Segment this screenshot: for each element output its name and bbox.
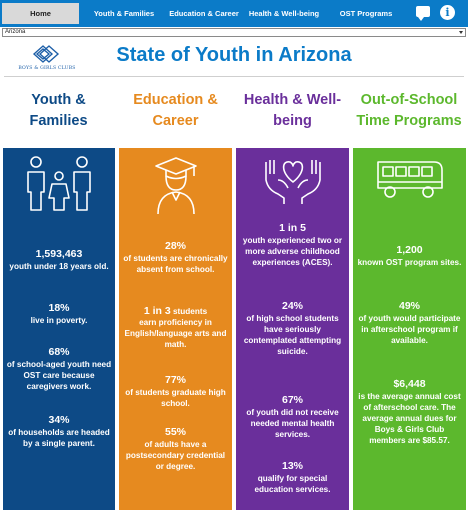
- heading-line: Time Programs: [356, 113, 462, 129]
- stat-value: 34%: [48, 414, 70, 426]
- family-icon: [27, 156, 91, 211]
- education-career-panel: 28% of students are chronically absent f…: [119, 148, 232, 510]
- stat-text: is the average annual cost of afterschoo…: [358, 392, 461, 445]
- stat-text: of high school students have seriously c…: [243, 314, 342, 356]
- nav-health-wellbeing-tab[interactable]: Health & Well-being: [248, 9, 320, 18]
- youth-families-heading: Youth & Families: [2, 90, 115, 132]
- stat-value: 1 in 3: [143, 305, 171, 317]
- stat-block: 34% of households are headed by a single…: [6, 414, 112, 449]
- stat-text: of students are chronically absent from …: [123, 254, 228, 274]
- stat-value: 1 in 5: [279, 222, 306, 234]
- stat-value: 24%: [281, 300, 303, 312]
- stat-text: students: [173, 307, 208, 316]
- stat-text: of youth would participate in afterschoo…: [358, 314, 461, 345]
- stat-text: of adults have a postsecondary credentia…: [125, 440, 226, 471]
- stat-block: 1 in 3 students earn proficiency in Engl…: [122, 306, 229, 350]
- stat-text: of households are headed by a single par…: [8, 428, 110, 448]
- stat-block: 1,593,463 youth under 18 years old.: [6, 248, 112, 272]
- heading-line: Career: [152, 113, 199, 129]
- stat-text: youth experienced two or more adverse ch…: [242, 236, 343, 267]
- stat-block: 68% of school-aged youth need OST care b…: [6, 346, 112, 392]
- heading-line: Youth &: [31, 92, 86, 108]
- boys-girls-clubs-logo-mark: [32, 45, 60, 63]
- nav-ost-programs-tab[interactable]: OST Programs: [339, 9, 393, 18]
- info-icon[interactable]: i: [440, 5, 455, 20]
- graduate-icon: [154, 157, 197, 215]
- stat-text: known OST program sites.: [357, 258, 462, 267]
- nav-education-career-tab[interactable]: Education & Career: [169, 9, 239, 18]
- stat-block: 77% of students graduate high school.: [122, 374, 229, 409]
- chat-bubble-icon[interactable]: [416, 6, 430, 21]
- stat-text: qualify for special education services.: [254, 474, 331, 494]
- stat-text: earn proficiency in English/language art…: [124, 318, 227, 349]
- health-wellbeing-heading: Health & Well- being: [236, 90, 349, 132]
- health-wellbeing-panel: 1 in 5 youth experienced two or more adv…: [236, 148, 349, 510]
- stat-text: of youth did not receive needed mental h…: [246, 408, 339, 439]
- stat-block: 49% of youth would participate in afters…: [356, 300, 463, 346]
- stat-value: 1,200: [396, 244, 423, 256]
- stat-block: 18% live in poverty.: [6, 302, 112, 326]
- stat-value: $6,448: [393, 378, 426, 390]
- education-career-heading: Education & Career: [119, 90, 232, 132]
- stat-value: 55%: [164, 426, 186, 438]
- stat-block: 24% of high school students have serious…: [239, 300, 346, 357]
- stat-value: 13%: [281, 460, 303, 472]
- stat-text: of school-aged youth need OST care becau…: [6, 360, 112, 391]
- stat-block: 67% of youth did not receive needed ment…: [239, 394, 346, 440]
- stat-block: 55% of adults have a postsecondary crede…: [122, 426, 229, 472]
- ost-programs-heading: Out-of-School Time Programs: [352, 90, 466, 132]
- logo-text: BOYS & GIRLS CLUBS: [18, 66, 76, 71]
- stat-value: 28%: [164, 240, 186, 252]
- stat-value: 1,593,463: [35, 248, 83, 260]
- stat-value: 77%: [164, 374, 186, 386]
- school-bus-icon: [376, 161, 443, 198]
- stat-block: 13% qualify for special education servic…: [239, 460, 346, 495]
- nav-home-tab[interactable]: Home: [2, 3, 79, 24]
- state-select[interactable]: Arizona: [2, 28, 466, 37]
- ost-programs-panel: 1,200 known OST program sites. 49% of yo…: [353, 148, 466, 510]
- top-nav: Home Youth & Families Education & Career…: [0, 0, 468, 27]
- stat-block: 1,200 known OST program sites.: [356, 244, 463, 268]
- state-select-value: Arizona: [5, 29, 26, 35]
- boys-girls-clubs-logo: BOYS & GIRLS CLUBS: [11, 42, 83, 78]
- chevron-down-icon: [459, 31, 463, 34]
- heading-line: being: [273, 113, 312, 129]
- stat-block: $6,448 is the average annual cost of aft…: [356, 378, 463, 446]
- heading-line: Health & Well-: [243, 92, 342, 108]
- heading-line: Families: [29, 113, 88, 129]
- stat-text: live in poverty.: [30, 316, 88, 325]
- youth-families-panel: 1,593,463 youth under 18 years old. 18% …: [3, 148, 115, 510]
- stat-block: 28% of students are chronically absent f…: [122, 240, 229, 275]
- nav-youth-families-tab[interactable]: Youth & Families: [93, 9, 155, 18]
- stat-value: 68%: [48, 346, 70, 358]
- title-divider: [4, 76, 464, 77]
- heading-line: Out-of-School: [360, 92, 458, 108]
- stat-text: youth under 18 years old.: [9, 262, 109, 271]
- hands-heart-icon: [264, 160, 321, 204]
- stat-block: 1 in 5 youth experienced two or more adv…: [239, 222, 346, 268]
- heading-line: Education &: [133, 92, 218, 108]
- page-title: State of Youth in Arizona: [116, 44, 352, 66]
- stat-value: 49%: [398, 300, 420, 312]
- stat-text: of students graduate high school.: [125, 388, 226, 408]
- stat-value: 18%: [48, 302, 70, 314]
- stat-value: 67%: [281, 394, 303, 406]
